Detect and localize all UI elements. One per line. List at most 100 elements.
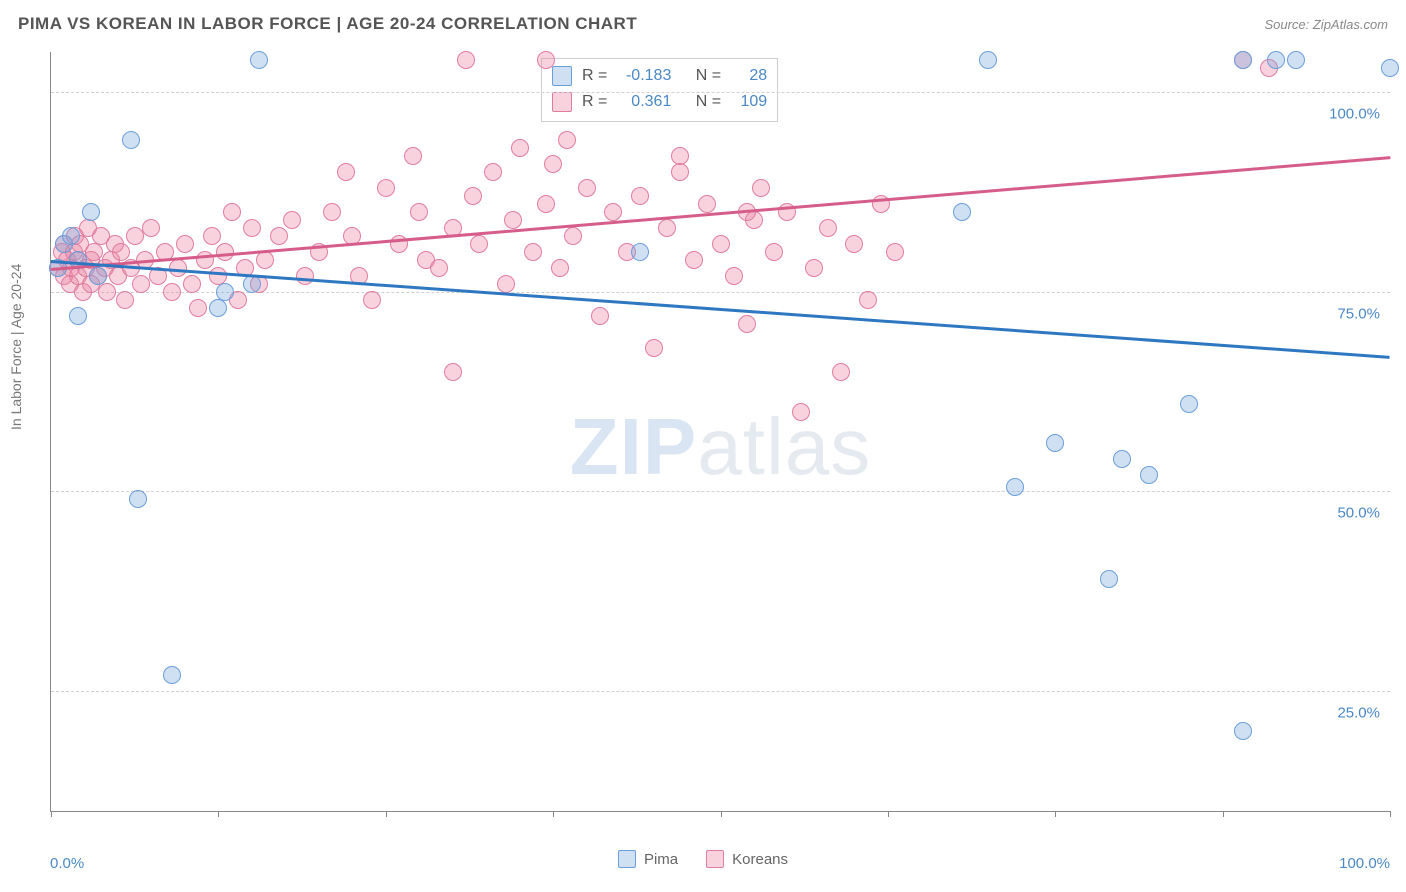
watermark-rest: atlas (697, 402, 871, 491)
data-point-pima (1180, 395, 1198, 413)
data-point-koreans (116, 291, 134, 309)
data-point-koreans (511, 139, 529, 157)
data-point-koreans (444, 363, 462, 381)
data-point-koreans (671, 147, 689, 165)
data-point-koreans (163, 283, 181, 301)
data-point-koreans (85, 243, 103, 261)
data-point-pima (69, 307, 87, 325)
data-point-pima (1267, 51, 1285, 69)
data-point-koreans (337, 163, 355, 181)
data-point-koreans (410, 203, 428, 221)
data-point-koreans (537, 195, 555, 213)
x-tick (1223, 811, 1224, 817)
data-point-koreans (223, 203, 241, 221)
data-point-koreans (270, 227, 288, 245)
data-point-koreans (819, 219, 837, 237)
data-point-koreans (551, 259, 569, 277)
data-point-koreans (296, 267, 314, 285)
data-point-koreans (544, 155, 562, 173)
data-point-koreans (591, 307, 609, 325)
data-point-koreans (685, 251, 703, 269)
data-point-koreans (484, 163, 502, 181)
watermark-bold: ZIP (570, 402, 697, 491)
data-point-koreans (176, 235, 194, 253)
data-point-koreans (183, 275, 201, 293)
x-tick (51, 811, 52, 817)
legend: Pima Koreans (618, 850, 788, 868)
plot-area: ZIPatlas R = -0.183 N = 28 R = 0.361 N =… (50, 52, 1390, 812)
y-tick-label: 100.0% (1329, 105, 1384, 122)
data-point-pima (1100, 570, 1118, 588)
data-point-koreans (404, 147, 422, 165)
data-point-koreans (196, 251, 214, 269)
data-point-koreans (725, 267, 743, 285)
data-point-koreans (578, 179, 596, 197)
data-point-pima (1140, 466, 1158, 484)
data-point-koreans (832, 363, 850, 381)
stats-pima-r: -0.183 (617, 63, 671, 89)
legend-label-pima: Pima (644, 851, 678, 868)
data-point-koreans (216, 243, 234, 261)
data-point-koreans (752, 179, 770, 197)
stats-n-label: N = (696, 63, 721, 89)
data-point-koreans (504, 211, 522, 229)
trendline-koreans (51, 156, 1390, 270)
legend-label-koreans: Koreans (732, 851, 788, 868)
data-point-koreans (377, 179, 395, 197)
data-point-koreans (671, 163, 689, 181)
x-axis-max-label: 100.0% (1339, 855, 1390, 872)
data-point-koreans (323, 203, 341, 221)
data-point-pima (1287, 51, 1305, 69)
data-point-koreans (738, 315, 756, 333)
data-point-pima (62, 227, 80, 245)
x-tick (386, 811, 387, 817)
x-tick (1055, 811, 1056, 817)
y-tick-label: 50.0% (1337, 505, 1384, 522)
koreans-swatch-icon (706, 850, 724, 868)
data-point-koreans (142, 219, 160, 237)
data-point-koreans (765, 243, 783, 261)
data-point-koreans (243, 219, 261, 237)
data-point-koreans (457, 51, 475, 69)
data-point-pima (979, 51, 997, 69)
data-point-koreans (886, 243, 904, 261)
chart-source: Source: ZipAtlas.com (1264, 17, 1388, 32)
data-point-pima (82, 203, 100, 221)
data-point-koreans (845, 235, 863, 253)
chart-title: PIMA VS KOREAN IN LABOR FORCE | AGE 20-2… (18, 14, 637, 34)
watermark: ZIPatlas (570, 401, 871, 493)
data-point-pima (250, 51, 268, 69)
stats-pima-n: 28 (731, 63, 767, 89)
data-point-pima (1234, 722, 1252, 740)
gridline (51, 691, 1390, 692)
koreans-swatch-icon (552, 92, 572, 112)
data-point-koreans (805, 259, 823, 277)
data-point-pima (216, 283, 234, 301)
pima-swatch-icon (552, 66, 572, 86)
pima-swatch-icon (618, 850, 636, 868)
data-point-koreans (497, 275, 515, 293)
data-point-koreans (464, 187, 482, 205)
data-point-pima (1046, 434, 1064, 452)
data-point-koreans (537, 51, 555, 69)
data-point-koreans (203, 227, 221, 245)
data-point-koreans (658, 219, 676, 237)
data-point-pima (1113, 450, 1131, 468)
x-tick (218, 811, 219, 817)
data-point-koreans (470, 235, 488, 253)
data-point-pima (163, 666, 181, 684)
data-point-koreans (189, 299, 207, 317)
title-row: PIMA VS KOREAN IN LABOR FORCE | AGE 20-2… (18, 14, 1388, 34)
data-point-koreans (604, 203, 622, 221)
stats-row-pima: R = -0.183 N = 28 (552, 63, 767, 89)
x-tick (553, 811, 554, 817)
legend-item-pima: Pima (618, 850, 678, 868)
data-point-koreans (256, 251, 274, 269)
data-point-koreans (430, 259, 448, 277)
data-point-pima (1234, 51, 1252, 69)
legend-item-koreans: Koreans (706, 850, 788, 868)
y-tick-label: 75.0% (1337, 305, 1384, 322)
chart-container: PIMA VS KOREAN IN LABOR FORCE | AGE 20-2… (0, 0, 1406, 892)
data-point-koreans (631, 187, 649, 205)
data-point-koreans (558, 131, 576, 149)
